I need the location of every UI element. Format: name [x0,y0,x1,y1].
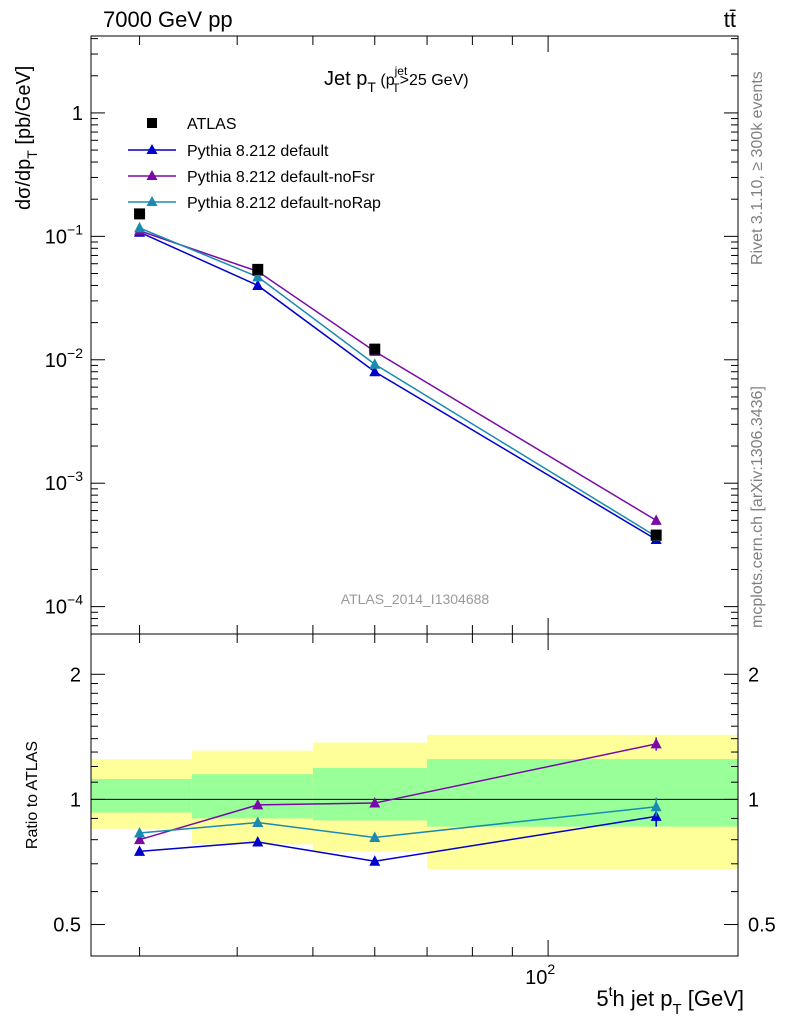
lower-series [134,737,662,866]
lower-frame [90,633,739,957]
point-series3-1 [252,270,264,282]
upper-ytick-label-0: 10−4 [45,592,83,619]
band-green-1 [191,774,313,819]
band-green-3 [427,759,738,827]
ratio-point-1-3 [650,737,662,749]
band-green-2 [312,768,428,821]
ratio-point-0-2 [369,855,381,866]
ratio-point-2-2 [369,831,381,842]
x-axis-label: 5th jet pT [GeV] [596,983,744,1018]
point-series3-2 [369,358,381,369]
lower-ytick-label-left-2: 2 [70,664,81,686]
ratio-point-2-3 [650,800,662,812]
upper-series [134,208,662,544]
ratio-point-0-1 [252,835,264,847]
point-atlas-2 [369,343,381,355]
xtick-label-0: 102 [525,961,555,989]
legend-label-nofsr: Pythia 8.212 default-noFsr [187,169,375,186]
title-sub: T [367,79,376,95]
xlabel-pre: 5 [596,986,608,1011]
upper-line-3 [139,227,657,538]
title-cond-close: >25 GeV) [400,72,469,89]
lower-ytick-label-right-1: 1 [748,789,759,811]
ratio-bands [91,734,738,870]
upper-line-1 [139,231,657,541]
title-cond-sup: jet [394,64,408,78]
lower-ytick-label-left-0: 0.5 [53,915,81,937]
xlabel-sub: T [672,1001,681,1018]
title-main: Jet p [324,68,367,90]
legend-marker-norap [146,196,158,206]
xlabel-mid: h jet p [613,986,673,1011]
legend: ATLAS Pythia 8.212 default Pythia 8.212 … [128,116,381,212]
ratio-point-1-2 [369,797,381,808]
header-left: 7000 GeV pp [103,7,233,32]
legend-label-norap: Pythia 8.212 default-noRap [187,195,381,212]
lower-ytick-label-right-0: 0.5 [748,915,776,937]
ratio-point-1-0 [134,833,146,845]
upper-ylabel: dσ/dpT [pb/GeV] [13,66,40,210]
header-right: tt̄ [724,7,736,32]
point-series3-0 [134,221,146,233]
ratio-point-2-1 [252,816,264,827]
legend-label-atlas: ATLAS [187,116,237,133]
point-series1-2 [369,365,381,377]
lower-ytick-label-left-1: 1 [70,789,81,811]
analysis-watermark: ATLAS_2014_I1304688 [341,591,490,607]
title-cond-sub: T [392,81,400,95]
upper-ytick-label-2: 10−2 [45,345,83,372]
upper-line-2 [139,230,657,521]
upper-ylabel-unit: [pb/GeV] [13,66,35,145]
legend-marker-default [146,144,158,154]
side-label-rivet: Rivet 3.1.10, ≥ 300k events [749,71,766,265]
point-series2-3 [650,514,662,525]
point-series1-1 [252,279,264,290]
upper-ytick-label-1: 10−3 [45,468,83,495]
legend-label-default: Pythia 8.212 default [187,143,329,160]
legend-marker-nofsr [146,170,158,180]
point-atlas-3 [650,529,662,541]
side-label-mcplots: mcplots.cern.ch [arXiv:1306.3436] [749,386,766,628]
xlabel-unit: [GeV] [688,986,744,1011]
upper-ytick-label-4: 1 [72,103,83,125]
ratio-line-2 [139,806,657,839]
ratio-point-1-1 [252,798,264,810]
band-green-0 [91,778,192,813]
point-atlas-0 [134,208,146,220]
chart-title: Jet pT (pjet T>25 GeV) [324,64,469,95]
ratio-point-0-0 [134,845,146,856]
upper-ylabel-sub: T [24,150,40,159]
upper-ytick-label-3: 10−1 [45,221,83,248]
ratio-line-1 [139,743,657,841]
point-atlas-1 [252,263,264,275]
title-cond-open: (p [380,72,394,89]
ratio-point-2-0 [134,827,146,838]
xlabel-sup: t [609,983,613,999]
ratio-line-0 [139,815,657,862]
lower-axes: 0.5 0.5 1 1 2 2 102 [53,633,776,989]
legend-marker-atlas [147,118,157,128]
lower-ytick-label-right-2: 2 [748,664,759,686]
lower-ylabel: Ratio to ATLAS [24,741,41,849]
upper-ylabel-main: dσ/dp [13,159,35,210]
